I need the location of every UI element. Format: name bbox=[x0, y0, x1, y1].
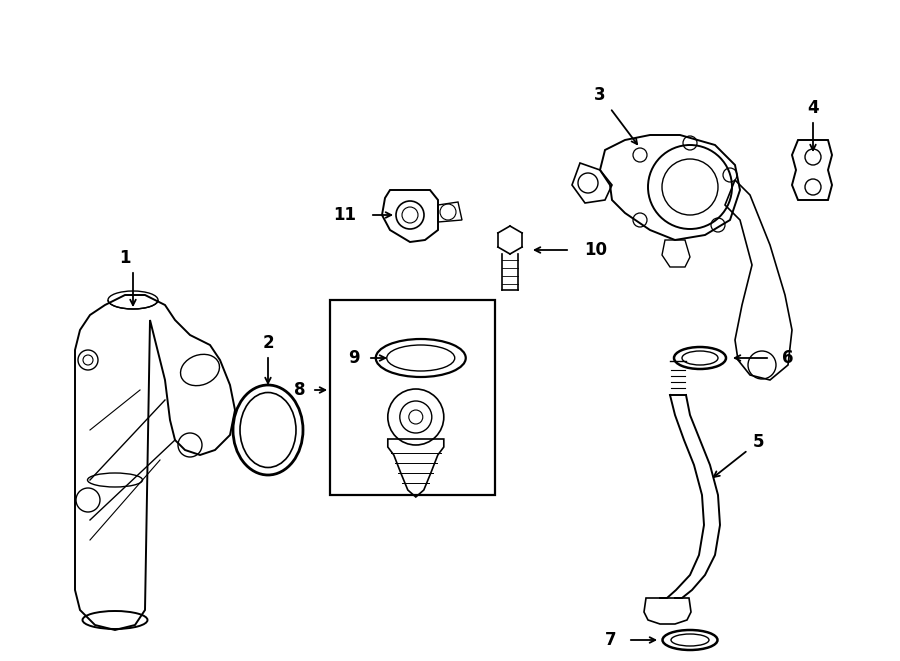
Text: 5: 5 bbox=[752, 433, 764, 451]
Text: 9: 9 bbox=[348, 349, 360, 367]
Text: 10: 10 bbox=[584, 241, 607, 259]
Text: 8: 8 bbox=[294, 381, 306, 399]
Text: 7: 7 bbox=[605, 631, 616, 649]
Text: 1: 1 bbox=[119, 249, 130, 267]
Text: 4: 4 bbox=[807, 99, 819, 117]
Text: 2: 2 bbox=[262, 334, 274, 352]
Text: 3: 3 bbox=[594, 86, 606, 104]
Text: 11: 11 bbox=[333, 206, 356, 224]
Text: 6: 6 bbox=[782, 349, 794, 367]
